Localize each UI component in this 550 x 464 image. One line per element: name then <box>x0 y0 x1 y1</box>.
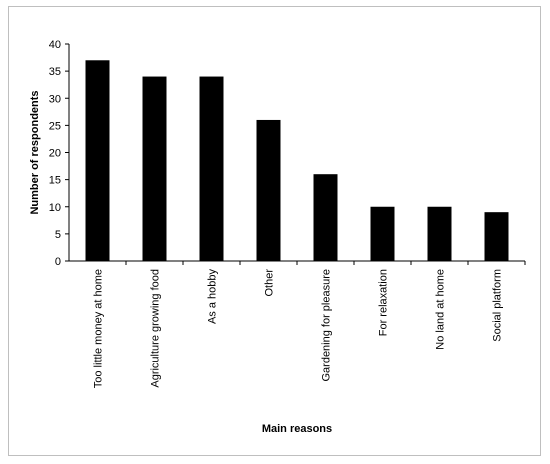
x-category-label: Social platform <box>492 269 504 342</box>
x-axis-ticks: Too little money at home Agriculture grow… <box>93 261 526 388</box>
bar-3 <box>199 76 224 261</box>
bar-1 <box>85 60 110 262</box>
x-category-label: Gardening for pleasure <box>321 269 333 382</box>
bar-8 <box>484 212 509 261</box>
y-tick-label: 0 <box>55 256 61 268</box>
y-tick-label: 15 <box>49 175 61 187</box>
y-tick-label: 35 <box>49 66 61 78</box>
x-category-label: For relaxation <box>378 269 390 336</box>
bars <box>85 60 509 262</box>
bar-7 <box>427 206 452 261</box>
y-tick-label: 25 <box>49 120 61 132</box>
x-category-label: Agriculture growing food <box>150 269 162 388</box>
x-category-label: Too little money at home <box>93 269 105 388</box>
x-category-label: As a hobby <box>207 269 219 325</box>
y-axis-title: Number of respondents <box>29 90 41 214</box>
bar-6 <box>370 206 395 261</box>
bar-5 <box>313 174 338 261</box>
y-tick-label: 30 <box>49 93 61 105</box>
x-category-label: No land at home <box>435 269 447 350</box>
y-tick-label: 40 <box>49 39 61 51</box>
y-tick-label: 5 <box>55 229 61 241</box>
y-tick-label: 10 <box>49 202 61 214</box>
y-axis-ticks: 0 5 10 15 20 25 30 35 40 <box>49 39 69 268</box>
x-axis-title: Main reasons <box>262 423 332 435</box>
bar-4 <box>256 119 281 261</box>
x-category-label: Other <box>264 269 276 297</box>
bar-2 <box>142 76 167 261</box>
y-tick-label: 20 <box>49 148 61 160</box>
